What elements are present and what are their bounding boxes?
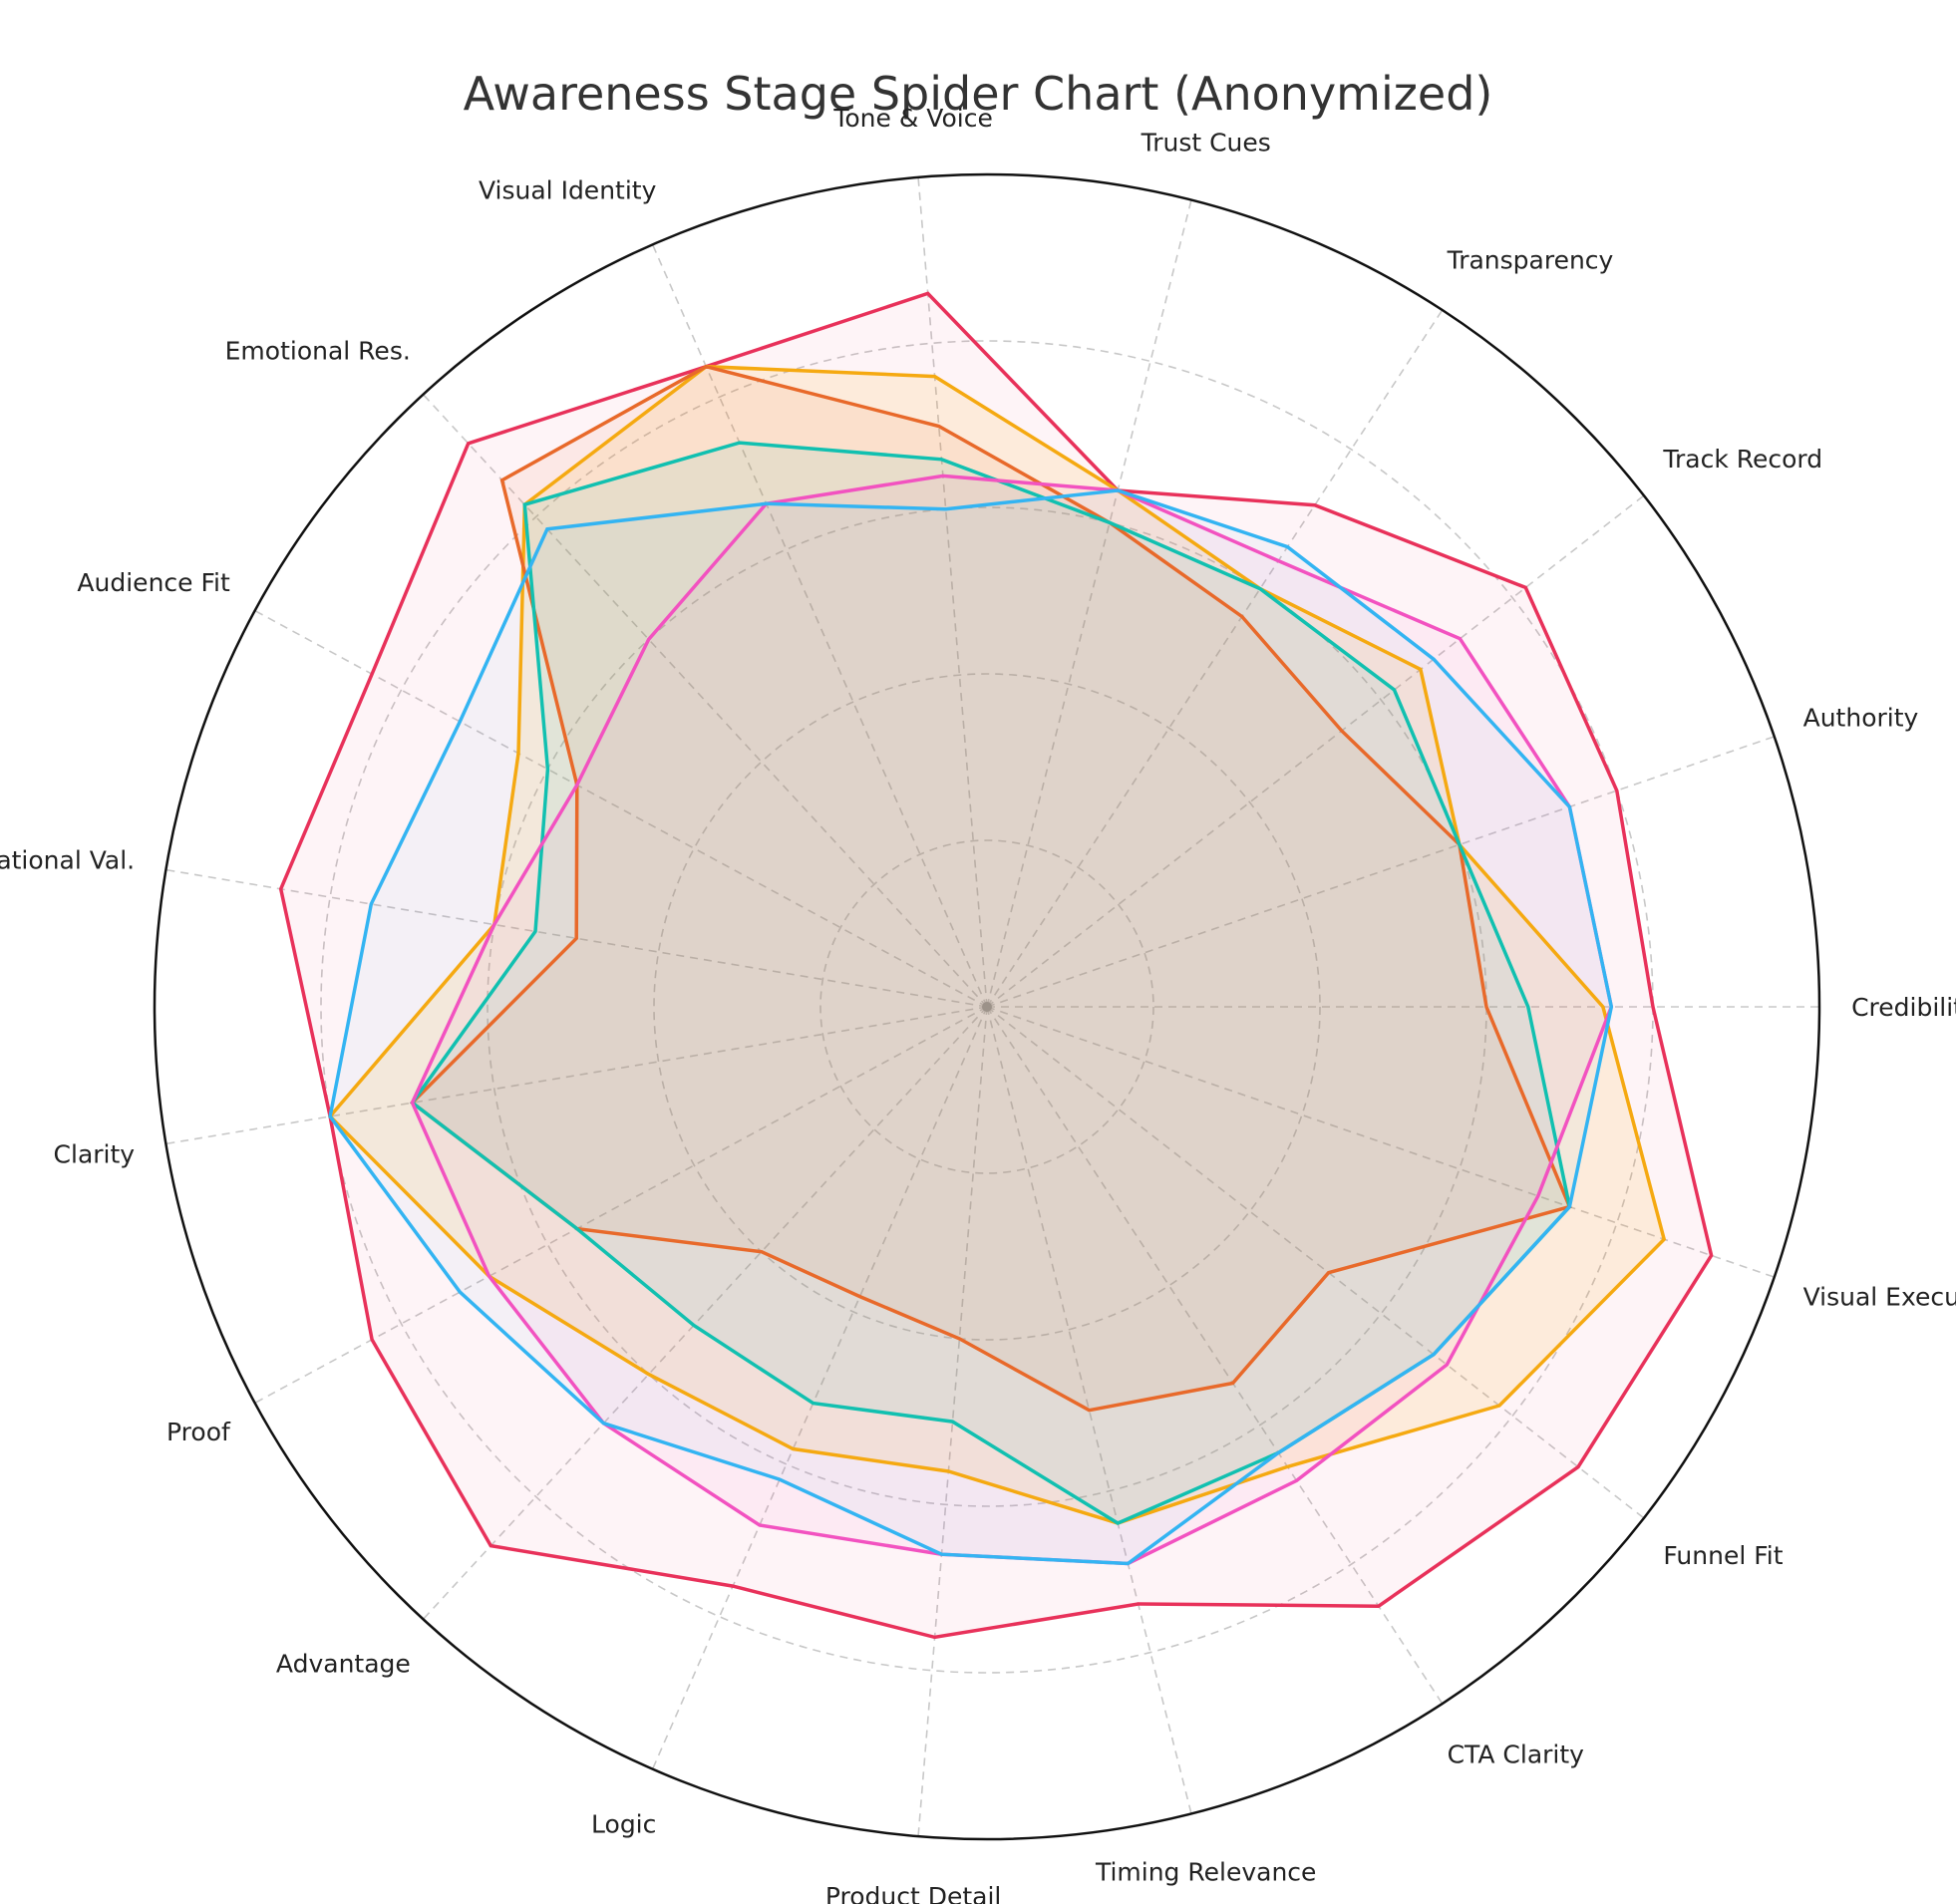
category-label-18: Visual Execution bbox=[1803, 1283, 1956, 1312]
category-label-4: Trust Cues bbox=[1141, 128, 1271, 157]
category-label-11: Proof bbox=[166, 1418, 231, 1446]
series-3-fill bbox=[412, 443, 1570, 1524]
series-5-line bbox=[328, 488, 1614, 1566]
series-0-line bbox=[278, 291, 1714, 1640]
chart-title: Awareness Stage Spider Chart (Anonymized… bbox=[464, 67, 1493, 121]
series-4-line bbox=[410, 474, 1614, 1566]
series-2-line bbox=[409, 364, 1572, 1413]
category-label-1: Authority bbox=[1803, 703, 1919, 732]
category-label-6: Visual Identity bbox=[479, 175, 657, 204]
category-label-10: Clarity bbox=[54, 1139, 136, 1168]
category-label-12: Advantage bbox=[276, 1650, 411, 1679]
series-layer bbox=[278, 291, 1714, 1640]
series-0-fill bbox=[280, 293, 1712, 1638]
series-2-fill bbox=[412, 366, 1570, 1411]
category-label-16: CTA Clarity bbox=[1448, 1740, 1585, 1768]
category-label-8: Audience Fit bbox=[77, 568, 230, 597]
category-label-15: Timing Relevance bbox=[1095, 1858, 1316, 1887]
grid-ring-1 bbox=[819, 839, 1154, 1174]
series-1-line bbox=[327, 364, 1667, 1525]
center-dot bbox=[982, 1002, 992, 1012]
category-label-9: Aspirational Val. bbox=[0, 846, 135, 875]
outer-layer bbox=[153, 172, 1821, 1841]
series-1-fill bbox=[330, 366, 1665, 1524]
category-label-17: Funnel Fit bbox=[1663, 1541, 1783, 1570]
category-label-3: Transparency bbox=[1447, 246, 1614, 275]
category-labels: Credibility Authority Track Record Transpar… bbox=[0, 104, 1956, 1904]
category-label-0: Credibility bbox=[1851, 993, 1956, 1022]
category-label-5: Tone & Voice bbox=[832, 104, 992, 133]
outer-ring bbox=[153, 172, 1821, 1841]
series-5-fill bbox=[330, 490, 1612, 1564]
grid-ring-2 bbox=[653, 673, 1321, 1341]
category-label-2: Track Record bbox=[1662, 445, 1822, 474]
series-3-line bbox=[410, 441, 1572, 1525]
category-label-7: Emotional Res. bbox=[225, 336, 411, 365]
category-label-13: Logic bbox=[591, 1810, 656, 1839]
category-label-14: Product Detail bbox=[825, 1882, 1002, 1904]
